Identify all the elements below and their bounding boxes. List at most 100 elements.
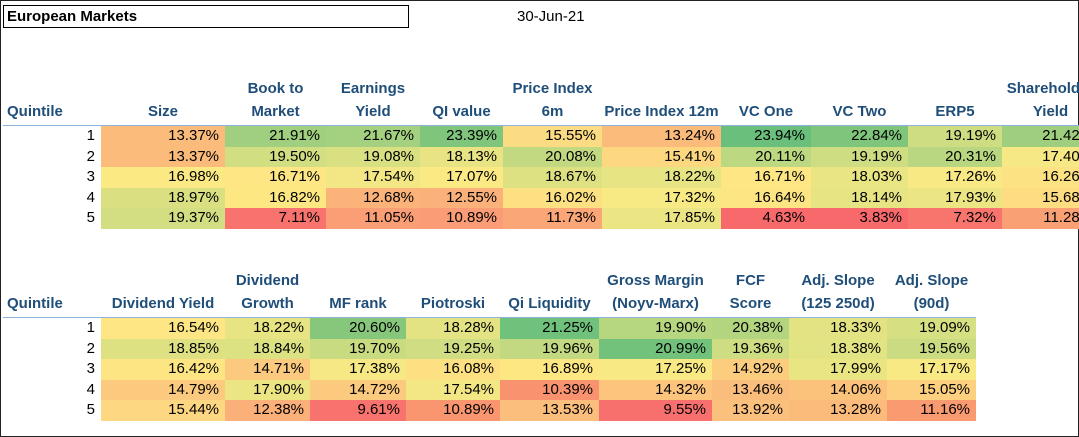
value-cell[interactable]: 17.25% <box>599 359 712 380</box>
quintile-label[interactable]: 2 <box>86 339 95 357</box>
column-header[interactable]: QI value <box>420 77 503 126</box>
value-cell[interactable]: 17.85% <box>602 208 721 229</box>
value-cell[interactable]: 19.50% <box>225 146 326 167</box>
value-cell[interactable]: 17.38% <box>310 359 406 380</box>
value-cell[interactable]: 11.16% <box>887 400 976 421</box>
quintile-label[interactable]: 3 <box>86 168 95 185</box>
quintile-label[interactable]: 4 <box>86 380 95 398</box>
value-cell[interactable]: 10.89% <box>406 400 500 421</box>
value-cell[interactable]: 18.14% <box>811 187 908 208</box>
column-header[interactable]: Dividend Yield <box>101 269 225 318</box>
value-cell[interactable]: 13.53% <box>500 400 599 421</box>
value-cell[interactable]: 16.82% <box>225 187 326 208</box>
value-cell[interactable]: 15.55% <box>503 125 602 147</box>
value-cell[interactable]: 17.26% <box>908 167 1002 188</box>
value-cell[interactable]: 20.08% <box>503 146 602 167</box>
value-cell[interactable]: 14.72% <box>310 379 406 400</box>
value-cell[interactable]: 11.28% <box>1002 208 1079 229</box>
column-header[interactable]: VC Two <box>811 77 908 126</box>
column-header[interactable]: ERP5 <box>908 77 1002 126</box>
value-cell[interactable]: 19.36% <box>712 338 789 359</box>
column-header[interactable]: Size <box>101 77 225 126</box>
quintile-label[interactable]: 4 <box>86 188 95 206</box>
value-cell[interactable]: 9.61% <box>310 400 406 421</box>
value-cell[interactable]: 12.68% <box>326 187 420 208</box>
sheet-title[interactable]: European Markets <box>3 5 409 28</box>
value-cell[interactable]: 18.33% <box>789 317 887 339</box>
value-cell[interactable]: 18.84% <box>225 338 310 359</box>
value-cell[interactable]: 19.25% <box>406 338 500 359</box>
value-cell[interactable]: 16.71% <box>721 167 811 188</box>
value-cell[interactable]: 15.41% <box>602 146 721 167</box>
value-cell[interactable]: 21.42% <box>1002 125 1079 147</box>
value-cell[interactable]: 13.24% <box>602 125 721 147</box>
value-cell[interactable]: 3.83% <box>811 208 908 229</box>
column-header[interactable]: Price Index 6m <box>503 77 602 126</box>
value-cell[interactable]: 16.26% <box>1002 167 1079 188</box>
value-cell[interactable]: 19.96% <box>500 338 599 359</box>
value-cell[interactable]: 19.70% <box>310 338 406 359</box>
column-header[interactable]: MF rank <box>310 269 406 318</box>
value-cell[interactable]: 16.71% <box>225 167 326 188</box>
column-header[interactable]: Adj. Slope (125 250d) <box>789 269 887 318</box>
value-cell[interactable]: 10.39% <box>500 379 599 400</box>
column-header[interactable]: Shareholder Yield <box>1002 77 1079 126</box>
value-cell[interactable]: 18.85% <box>101 338 225 359</box>
column-header[interactable]: Earnings Yield <box>326 77 420 126</box>
value-cell[interactable]: 20.60% <box>310 317 406 339</box>
value-cell[interactable]: 11.73% <box>503 208 602 229</box>
value-cell[interactable]: 14.79% <box>101 379 225 400</box>
value-cell[interactable]: 18.22% <box>602 167 721 188</box>
value-cell[interactable]: 19.19% <box>811 146 908 167</box>
quintile-label[interactable]: 3 <box>86 360 95 377</box>
column-header[interactable]: Adj. Slope (90d) <box>887 269 976 318</box>
value-cell[interactable]: 20.99% <box>599 338 712 359</box>
value-cell[interactable]: 17.17% <box>887 359 976 380</box>
column-header[interactable]: Book to Market <box>225 77 326 126</box>
value-cell[interactable]: 14.32% <box>599 379 712 400</box>
value-cell[interactable]: 16.42% <box>101 359 225 380</box>
value-cell[interactable]: 19.09% <box>887 317 976 339</box>
value-cell[interactable]: 12.38% <box>225 400 310 421</box>
value-cell[interactable]: 14.71% <box>225 359 310 380</box>
value-cell[interactable]: 20.31% <box>908 146 1002 167</box>
value-cell[interactable]: 19.19% <box>908 125 1002 147</box>
column-header[interactable]: Qi Liquidity <box>500 269 599 318</box>
value-cell[interactable]: 16.02% <box>503 187 602 208</box>
value-cell[interactable]: 11.05% <box>326 208 420 229</box>
quintile-label[interactable]: 1 <box>86 127 95 144</box>
value-cell[interactable]: 16.64% <box>721 187 811 208</box>
value-cell[interactable]: 9.55% <box>599 400 712 421</box>
value-cell[interactable]: 20.38% <box>712 317 789 339</box>
column-header[interactable]: Quintile <box>3 77 101 126</box>
value-cell[interactable]: 13.37% <box>101 125 225 147</box>
value-cell[interactable]: 18.03% <box>811 167 908 188</box>
value-cell[interactable]: 18.13% <box>420 146 503 167</box>
value-cell[interactable]: 13.92% <box>712 400 789 421</box>
value-cell[interactable]: 13.28% <box>789 400 887 421</box>
value-cell[interactable]: 15.44% <box>101 400 225 421</box>
value-cell[interactable]: 17.90% <box>225 379 310 400</box>
column-header[interactable]: VC One <box>721 77 811 126</box>
value-cell[interactable]: 17.40% <box>1002 146 1079 167</box>
value-cell[interactable]: 19.08% <box>326 146 420 167</box>
value-cell[interactable]: 7.32% <box>908 208 1002 229</box>
column-header[interactable]: Dividend Growth <box>225 269 310 318</box>
value-cell[interactable]: 22.84% <box>811 125 908 147</box>
column-header[interactable]: FCF Score <box>712 269 789 318</box>
value-cell[interactable]: 17.54% <box>326 167 420 188</box>
value-cell[interactable]: 18.97% <box>101 187 225 208</box>
value-cell[interactable]: 23.94% <box>721 125 811 147</box>
value-cell[interactable]: 21.91% <box>225 125 326 147</box>
value-cell[interactable]: 16.98% <box>101 167 225 188</box>
value-cell[interactable]: 19.37% <box>101 208 225 229</box>
value-cell[interactable]: 14.92% <box>712 359 789 380</box>
value-cell[interactable]: 18.67% <box>503 167 602 188</box>
column-header[interactable]: Quintile <box>3 269 101 318</box>
value-cell[interactable]: 15.68% <box>1002 187 1079 208</box>
value-cell[interactable]: 17.54% <box>406 379 500 400</box>
value-cell[interactable]: 7.11% <box>225 208 326 229</box>
value-cell[interactable]: 17.99% <box>789 359 887 380</box>
column-header[interactable]: Gross Margin (Noyv-Marx) <box>599 269 712 318</box>
value-cell[interactable]: 18.28% <box>406 317 500 339</box>
